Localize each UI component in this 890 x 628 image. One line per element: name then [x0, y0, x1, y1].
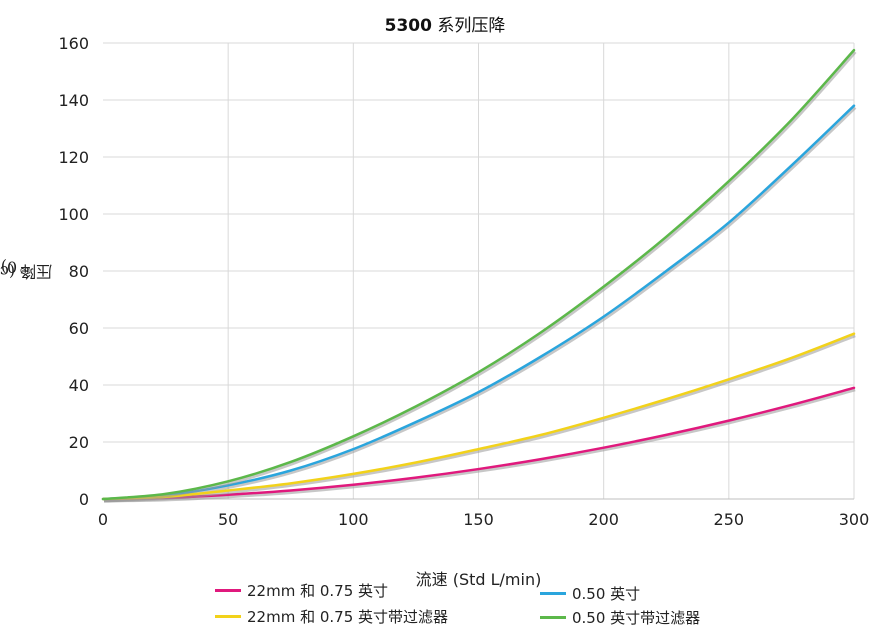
series-shadow-1: [103, 105, 857, 503]
x-tick-label: 100: [338, 510, 369, 529]
legend-swatch: [540, 616, 566, 619]
series-line-2: [101, 332, 856, 501]
series-shadow-2: [103, 333, 856, 503]
x-axis-label: 流速 (Std L/min): [415, 570, 542, 589]
y-tick-label: 0: [79, 490, 89, 509]
tick-labels: 0 20 40 60 80 100 120 140 160 0 50 100 150 200 250 300: [58, 34, 869, 529]
legend-item-22mm: 22mm 和 0.75 英寸: [215, 580, 388, 601]
series-line-1: [101, 104, 856, 501]
series-line-3: [101, 48, 856, 501]
y-tick-label: 80: [69, 262, 89, 281]
legend-item-22mm-filter: 22mm 和 0.75 英寸带过滤器: [215, 606, 448, 627]
y-tick-label: 100: [58, 205, 89, 224]
x-tick-label: 0: [98, 510, 108, 529]
y-tick-label: 40: [69, 376, 89, 395]
legend-item-050-filter: 0.50 英寸带过滤器: [540, 607, 700, 628]
series-shadow-0: [103, 387, 856, 503]
x-tick-label: 300: [839, 510, 870, 529]
y-tick-label: 60: [69, 319, 89, 338]
chart-title: 5300 系列压降: [384, 16, 506, 36]
legend-label: 22mm 和 0.75 英寸: [247, 582, 389, 600]
legend-item-050: 0.50 英寸: [540, 583, 640, 604]
x-tick-label: 50: [218, 510, 238, 529]
series-lines: [101, 48, 857, 503]
x-tick-label: 150: [463, 510, 494, 529]
y-tick-label: 20: [69, 433, 89, 452]
legend-label: 0.50 英寸带过滤器: [572, 609, 701, 627]
legend-label: 0.50 英寸: [572, 585, 641, 603]
x-tick-label: 250: [714, 510, 745, 529]
legend-swatch: [540, 592, 566, 595]
y-tick-label: 120: [58, 148, 89, 167]
y-tick-label: 140: [58, 91, 89, 110]
series-shadow-3: [103, 50, 857, 503]
y-tick-label: 160: [58, 34, 89, 53]
x-tick-label: 200: [588, 510, 619, 529]
legend-swatch: [215, 615, 241, 618]
legend-swatch: [215, 589, 241, 592]
legend-label: 22mm 和 0.75 英寸带过滤器: [247, 608, 449, 626]
series-line-0: [101, 386, 856, 501]
grid-lines: [103, 42, 855, 499]
